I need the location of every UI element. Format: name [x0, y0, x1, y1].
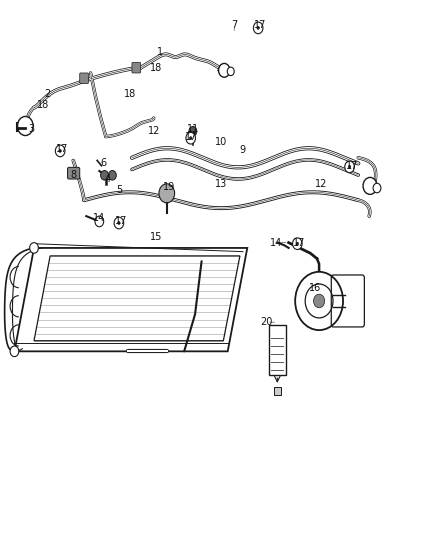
- Circle shape: [117, 221, 120, 224]
- Text: 7: 7: [231, 20, 237, 30]
- Text: 14: 14: [269, 238, 282, 248]
- Circle shape: [373, 183, 381, 193]
- Circle shape: [296, 242, 299, 245]
- Circle shape: [189, 136, 192, 140]
- Text: 13: 13: [215, 179, 227, 189]
- Text: 18: 18: [150, 63, 162, 72]
- Text: 8: 8: [70, 171, 76, 180]
- Text: 18: 18: [37, 100, 49, 110]
- Circle shape: [30, 243, 39, 253]
- Text: 18: 18: [124, 89, 136, 99]
- Text: 12: 12: [315, 179, 328, 189]
- Circle shape: [189, 126, 197, 136]
- Text: 17: 17: [293, 238, 306, 248]
- FancyBboxPatch shape: [132, 62, 141, 73]
- Text: 16: 16: [309, 282, 321, 293]
- Circle shape: [186, 132, 195, 144]
- Circle shape: [10, 346, 19, 357]
- Text: 6: 6: [101, 158, 107, 168]
- Text: 2: 2: [44, 89, 50, 99]
- Circle shape: [101, 171, 109, 180]
- Circle shape: [314, 294, 325, 308]
- Circle shape: [348, 165, 351, 168]
- Circle shape: [114, 217, 124, 229]
- Circle shape: [219, 63, 230, 77]
- Text: 17: 17: [254, 20, 267, 30]
- Text: 17: 17: [346, 161, 358, 171]
- Text: 10: 10: [215, 137, 227, 147]
- Text: 1: 1: [157, 47, 163, 56]
- Text: 17: 17: [56, 144, 68, 154]
- Circle shape: [363, 177, 377, 195]
- Text: 14: 14: [93, 213, 106, 223]
- Circle shape: [95, 216, 104, 227]
- Text: 11: 11: [187, 124, 199, 134]
- Circle shape: [55, 145, 65, 157]
- Text: 19: 19: [163, 182, 175, 192]
- Text: 5: 5: [116, 184, 122, 195]
- Circle shape: [257, 26, 259, 29]
- FancyBboxPatch shape: [80, 73, 88, 84]
- Text: 4: 4: [105, 174, 111, 184]
- Circle shape: [59, 149, 61, 152]
- Circle shape: [159, 184, 175, 203]
- Circle shape: [109, 171, 116, 180]
- Circle shape: [227, 67, 234, 76]
- Circle shape: [253, 22, 263, 34]
- Text: 20: 20: [261, 317, 273, 327]
- Circle shape: [18, 116, 33, 135]
- Circle shape: [293, 238, 302, 249]
- Bar: [274, 387, 281, 395]
- Text: 9: 9: [240, 145, 246, 155]
- Text: 3: 3: [29, 124, 35, 134]
- Text: 12: 12: [148, 126, 160, 136]
- Text: 15: 15: [150, 232, 162, 243]
- Text: 17: 17: [115, 216, 127, 227]
- FancyBboxPatch shape: [67, 167, 80, 179]
- Bar: [269, 325, 286, 375]
- Text: 17: 17: [184, 132, 197, 142]
- Circle shape: [345, 161, 354, 173]
